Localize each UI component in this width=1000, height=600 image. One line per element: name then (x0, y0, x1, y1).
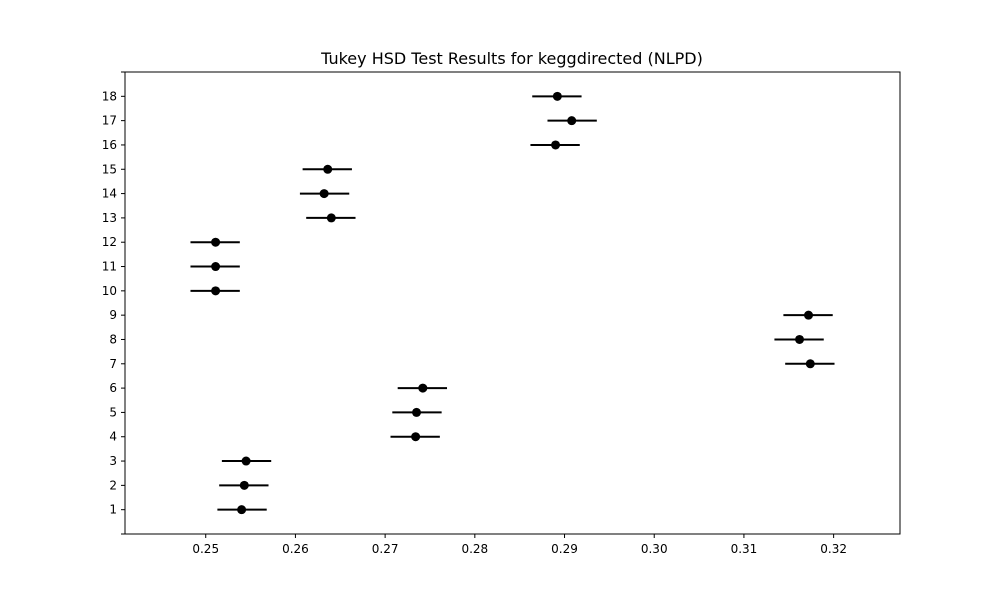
y-tick-label: 10 (102, 284, 117, 298)
y-tick-label: 4 (109, 430, 117, 444)
y-tick-label: 1 (109, 503, 117, 517)
plot-frame (124, 71, 901, 535)
y-tick-label: 6 (109, 381, 117, 395)
mean-marker-group-3 (241, 456, 251, 466)
y-tick-label: 16 (102, 138, 117, 152)
y-tick-label: 12 (102, 235, 117, 249)
mean-marker-group-1 (237, 505, 247, 515)
x-tick-label: 0.29 (551, 542, 578, 556)
x-tick-label: 0.27 (372, 542, 399, 556)
mean-marker-group-13 (326, 213, 336, 223)
mean-marker-group-12 (211, 237, 221, 247)
x-tick-label: 0.31 (731, 542, 758, 556)
y-tick-label: 2 (109, 478, 117, 492)
mean-marker-group-17 (567, 116, 577, 126)
mean-marker-group-16 (551, 140, 561, 150)
mean-marker-group-2 (239, 480, 249, 490)
y-tick-label: 18 (102, 89, 117, 103)
y-tick-label: 11 (102, 260, 117, 274)
mean-marker-group-11 (211, 262, 221, 272)
mean-marker-group-5 (412, 407, 422, 417)
mean-marker-group-14 (319, 189, 329, 199)
mean-marker-group-8 (795, 334, 805, 344)
mean-marker-group-7 (805, 359, 815, 369)
y-tick-label: 9 (109, 308, 117, 322)
mean-marker-group-6 (418, 383, 428, 393)
y-tick-label: 8 (109, 332, 117, 346)
y-tick-label: 13 (102, 211, 117, 225)
mean-marker-group-15 (323, 164, 333, 174)
y-tick-label: 5 (109, 405, 117, 419)
x-tick-label: 0.25 (192, 542, 219, 556)
x-tick-label: 0.28 (461, 542, 488, 556)
mean-marker-group-10 (211, 286, 221, 296)
x-tick-label: 0.32 (820, 542, 847, 556)
y-tick-label: 3 (109, 454, 117, 468)
chart-title: Tukey HSD Test Results for keggdirected … (320, 49, 703, 68)
mean-marker-group-4 (411, 432, 421, 442)
y-tick-label: 7 (109, 357, 117, 371)
y-tick-label: 15 (102, 162, 117, 176)
y-tick-label: 14 (102, 187, 117, 201)
y-tick-label: 17 (102, 114, 117, 128)
x-tick-label: 0.26 (282, 542, 309, 556)
mean-marker-group-9 (804, 310, 814, 320)
x-tick-label: 0.30 (641, 542, 668, 556)
mean-marker-group-18 (552, 91, 562, 101)
